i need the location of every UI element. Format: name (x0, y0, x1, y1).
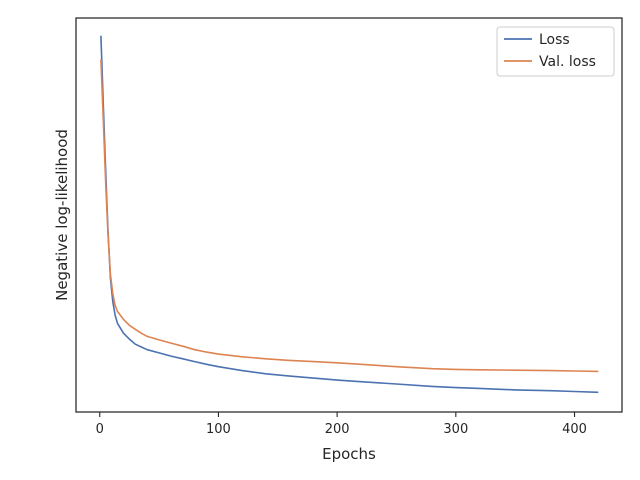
x-tick-label-4: 400 (562, 422, 587, 437)
legend: Loss Val. loss (496, 26, 615, 77)
x-tick-label-2: 200 (325, 422, 350, 437)
series-line-0 (100, 35, 599, 394)
series-line-1 (100, 59, 599, 373)
legend-label-1: Val. loss (539, 54, 596, 70)
legend-label-0: Loss (539, 32, 570, 48)
x-axis: 0 100 200 300 400 (96, 412, 587, 437)
x-axis-label: Epochs (322, 445, 376, 463)
x-tick-label-3: 300 (443, 422, 468, 437)
plot-area (76, 18, 622, 412)
plot-frame (75, 17, 623, 413)
x-tick-label-1: 100 (206, 422, 231, 437)
series-layer (100, 35, 599, 394)
x-tick-label-0: 0 (96, 422, 104, 437)
y-axis-label: Negative log-likelihood (53, 129, 71, 301)
